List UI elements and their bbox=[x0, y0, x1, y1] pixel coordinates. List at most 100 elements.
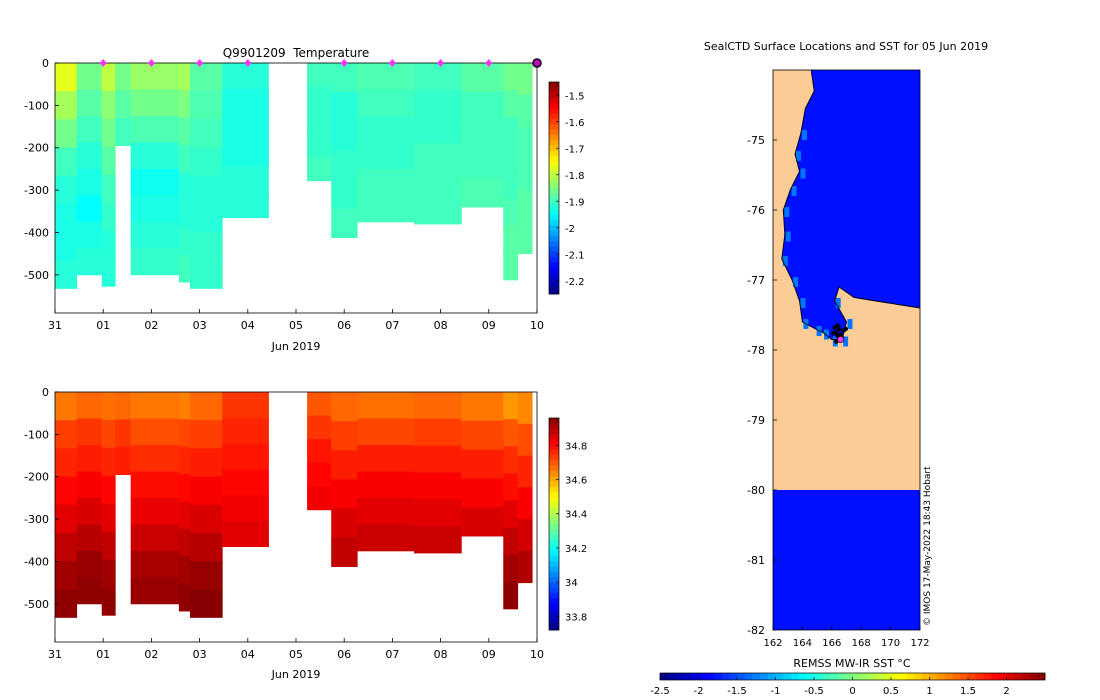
section-cell bbox=[517, 455, 533, 488]
section-cell bbox=[55, 91, 78, 120]
colorbar-segment bbox=[549, 433, 559, 440]
section-cell bbox=[503, 446, 519, 474]
colorbar-segment bbox=[549, 103, 559, 109]
section-cell bbox=[130, 89, 180, 117]
colorbar-segment bbox=[549, 230, 559, 237]
sst-colorbar-segment bbox=[821, 673, 830, 680]
section-cell bbox=[178, 528, 191, 557]
section-cell bbox=[76, 168, 103, 196]
x-tick-label: 31 bbox=[48, 648, 62, 661]
section-cell bbox=[101, 118, 116, 148]
sst-colorbar-segment bbox=[844, 673, 853, 680]
section-cell bbox=[357, 195, 415, 223]
colorbar-segment bbox=[549, 124, 559, 131]
colorbar-tick-label: -2.1 bbox=[565, 250, 585, 261]
sst-colorbar-segment bbox=[1014, 673, 1023, 680]
colorbar-tick-label: -1.7 bbox=[565, 144, 585, 155]
map-x-tick-label: 166 bbox=[822, 638, 841, 649]
sst-colorbar-segment bbox=[760, 673, 769, 680]
section-cell bbox=[461, 120, 504, 150]
y-tick-label: -400 bbox=[24, 226, 49, 239]
sst-colorbar-segment bbox=[1021, 673, 1030, 680]
section-cell bbox=[222, 114, 269, 141]
section-cell bbox=[189, 561, 223, 590]
section-cell bbox=[178, 556, 191, 585]
section-cell bbox=[76, 418, 103, 446]
section-cell bbox=[76, 221, 103, 249]
section-cell bbox=[331, 63, 358, 93]
section-cell bbox=[130, 444, 180, 472]
section-cell bbox=[189, 589, 223, 618]
float-position bbox=[836, 326, 842, 332]
colorbar-tick-label: -1.8 bbox=[565, 171, 585, 182]
section-cell bbox=[178, 474, 191, 502]
sst-colorbar-segment bbox=[790, 673, 799, 680]
section-cell bbox=[130, 497, 180, 525]
colorbar-frame bbox=[548, 81, 560, 295]
section-cell bbox=[331, 208, 358, 238]
section-cell bbox=[307, 157, 332, 182]
section-cell bbox=[503, 144, 519, 172]
coastal-cell bbox=[785, 231, 791, 242]
sst-colorbar-tick-label: 0.5 bbox=[883, 686, 899, 697]
sst-colorbar-segment bbox=[906, 673, 915, 680]
section-cell bbox=[357, 497, 415, 525]
colorbar-segment bbox=[549, 465, 559, 472]
profile-marker bbox=[196, 59, 204, 67]
section-cell bbox=[101, 230, 116, 259]
sst-colorbar-segment bbox=[744, 673, 753, 680]
sst-colorbar-segment bbox=[729, 673, 738, 680]
section-cell bbox=[101, 587, 116, 616]
profile-markers bbox=[99, 58, 542, 68]
sst-colorbar-tick-label: 2 bbox=[1003, 686, 1009, 697]
salinity-colorbar: 34.8 34.6 34.4 34.2 34 33.8 bbox=[548, 417, 587, 631]
sst-colorbar-segment bbox=[675, 673, 684, 680]
y-tick-label: -300 bbox=[24, 184, 49, 197]
section-cell bbox=[130, 115, 180, 143]
map-x-tick-label: 170 bbox=[881, 638, 900, 649]
section-cell bbox=[130, 524, 180, 552]
map-y-tick-label: -75 bbox=[747, 134, 765, 147]
section-cell bbox=[503, 392, 519, 420]
x-tick-label: 04 bbox=[241, 648, 255, 661]
sst-colorbar-segment bbox=[952, 673, 961, 680]
map-title: SealCTD Surface Locations and SST for 05… bbox=[704, 40, 988, 53]
section-cell bbox=[461, 449, 504, 479]
coastal-cell bbox=[782, 256, 788, 266]
sst-colorbar-segment bbox=[914, 673, 923, 680]
map-y-ticks: -75 -76 -77 -78 -79 -80 -81 -82 bbox=[747, 134, 777, 637]
section-cell bbox=[55, 589, 78, 618]
section-cell bbox=[331, 537, 358, 567]
x-tick-label: 04 bbox=[241, 319, 255, 332]
section-cell bbox=[503, 225, 519, 254]
sst-colorbar-segment bbox=[875, 673, 884, 680]
credit-text: © IMOS 17-May-2022 18:43 Hobart bbox=[923, 466, 933, 626]
colorbar-segment bbox=[549, 423, 559, 429]
colorbar-segment bbox=[549, 113, 559, 120]
section-cell bbox=[178, 199, 191, 228]
colorbar-segment bbox=[549, 592, 559, 599]
section-cell bbox=[222, 140, 269, 167]
sst-colorbar-segment bbox=[929, 673, 938, 680]
section-cell bbox=[331, 150, 358, 180]
sst-colorbar-segment bbox=[960, 673, 969, 680]
sst-colorbar-segment bbox=[660, 673, 669, 680]
section-cell bbox=[503, 90, 519, 118]
map-x-tick-label: 164 bbox=[793, 638, 812, 649]
section-cell bbox=[178, 392, 191, 420]
colorbar-segment bbox=[549, 566, 559, 573]
land-ice bbox=[773, 70, 920, 490]
coastal-cell bbox=[801, 130, 807, 140]
sst-colorbar-segment bbox=[983, 673, 992, 680]
colorbar-segment bbox=[549, 571, 559, 578]
colorbar-segment bbox=[549, 555, 559, 562]
x-tick-label: 09 bbox=[482, 319, 496, 332]
sst-colorbar-segment bbox=[1029, 673, 1038, 680]
colorbar-segment bbox=[549, 550, 559, 557]
section-cell bbox=[307, 110, 332, 135]
section-cell bbox=[461, 91, 504, 122]
colorbar-segment bbox=[549, 545, 559, 551]
section-cell bbox=[414, 472, 462, 500]
section-cell bbox=[331, 179, 358, 209]
section-cell bbox=[178, 446, 191, 475]
